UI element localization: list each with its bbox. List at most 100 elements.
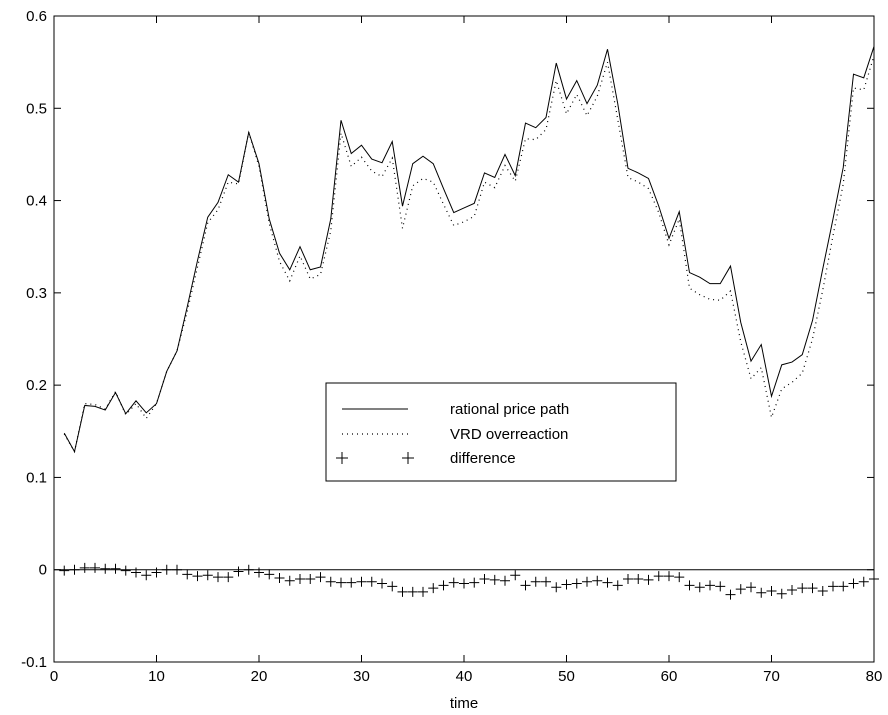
data-point xyxy=(131,567,141,578)
data-point xyxy=(120,565,131,576)
data-point xyxy=(448,577,459,588)
data-point xyxy=(766,585,777,596)
data-point xyxy=(356,576,367,587)
data-point xyxy=(838,581,849,592)
x-tick-label: 50 xyxy=(558,668,575,685)
legend-label-rational-price-path: rational price path xyxy=(450,401,569,418)
data-point xyxy=(623,573,633,584)
data-point xyxy=(192,571,203,582)
data-point xyxy=(674,572,685,583)
x-tick-label: 0 xyxy=(50,668,58,685)
legend-swatch-difference xyxy=(336,452,414,464)
data-point xyxy=(705,580,715,591)
data-point xyxy=(254,567,264,578)
data-point xyxy=(592,575,603,586)
data-point xyxy=(151,567,162,578)
data-point xyxy=(438,580,449,591)
data-point xyxy=(828,581,838,592)
y-tick-label: 0.4 xyxy=(26,193,47,210)
data-point xyxy=(582,576,592,587)
data-point xyxy=(315,572,326,583)
data-point xyxy=(787,585,797,596)
legend: rational price path VRD overreaction dif… xyxy=(325,382,677,482)
data-point xyxy=(182,569,193,580)
series-layer xyxy=(59,46,879,600)
legend-label-difference: difference xyxy=(450,450,516,467)
data-point xyxy=(541,576,551,587)
data-point xyxy=(858,576,869,587)
data-point xyxy=(776,588,787,599)
series-difference xyxy=(59,562,879,600)
data-point xyxy=(561,579,572,590)
data-point xyxy=(336,577,346,588)
x-axis-title: time xyxy=(450,695,478,712)
data-point xyxy=(664,571,674,582)
y-tick-label: 0.2 xyxy=(26,377,47,394)
data-point xyxy=(848,578,859,589)
data-point xyxy=(110,563,121,574)
data-point xyxy=(346,577,357,588)
data-point xyxy=(172,564,182,575)
data-point xyxy=(387,581,398,592)
data-point xyxy=(233,566,244,577)
legend-box xyxy=(325,382,677,482)
data-point xyxy=(694,582,705,593)
data-point xyxy=(407,586,418,597)
data-point xyxy=(459,578,469,589)
data-point xyxy=(79,562,90,573)
series-rational-price-path xyxy=(63,46,875,453)
data-point xyxy=(633,573,644,584)
data-point xyxy=(684,580,695,591)
data-point xyxy=(141,570,152,581)
y-tick-label: 0.6 xyxy=(26,8,47,25)
legend-label-vrd-overreaction: VRD overreaction xyxy=(450,426,568,443)
data-point xyxy=(489,574,500,585)
x-tick-label: 10 xyxy=(148,668,165,685)
y-tick-label: 0.5 xyxy=(26,100,47,117)
data-point xyxy=(325,576,336,587)
data-point xyxy=(59,565,70,576)
x-tick-label: 70 xyxy=(763,668,780,685)
data-point xyxy=(264,569,275,580)
data-point xyxy=(817,585,828,596)
data-point xyxy=(551,582,562,593)
data-point xyxy=(602,577,613,588)
x-tick-label: 30 xyxy=(353,668,370,685)
data-point xyxy=(284,575,295,586)
data-point xyxy=(643,574,654,585)
data-point xyxy=(377,578,387,589)
data-point xyxy=(715,581,726,592)
data-point xyxy=(295,573,305,584)
data-point xyxy=(479,573,490,584)
x-tick-label: 40 xyxy=(456,668,473,685)
data-point xyxy=(397,586,408,597)
data-point xyxy=(161,564,172,575)
data-point xyxy=(797,583,808,594)
data-point xyxy=(756,587,767,598)
data-point xyxy=(418,586,428,597)
data-point xyxy=(223,572,234,583)
y-tick-label: 0.3 xyxy=(26,285,47,302)
data-point xyxy=(530,576,541,587)
data-point xyxy=(274,573,285,584)
data-point xyxy=(807,583,818,594)
axis-ticks: 0 10 20 30 40 50 60 70 80-0.100.10.20.30.40.50.6 xyxy=(21,8,882,685)
data-point xyxy=(653,571,664,582)
data-point xyxy=(500,575,510,586)
data-point xyxy=(510,570,521,581)
data-point xyxy=(520,580,531,591)
data-point xyxy=(571,578,582,589)
data-point xyxy=(305,573,316,584)
data-point xyxy=(735,584,746,595)
data-point xyxy=(213,572,223,583)
x-tick-label: 80 xyxy=(866,668,883,685)
data-point xyxy=(100,563,111,574)
data-point xyxy=(69,564,80,575)
y-tick-label: 0 xyxy=(39,562,47,579)
x-tick-label: 20 xyxy=(251,668,268,685)
data-point xyxy=(469,577,480,588)
data-point xyxy=(725,589,736,600)
data-point xyxy=(428,583,439,594)
data-point xyxy=(202,570,213,581)
